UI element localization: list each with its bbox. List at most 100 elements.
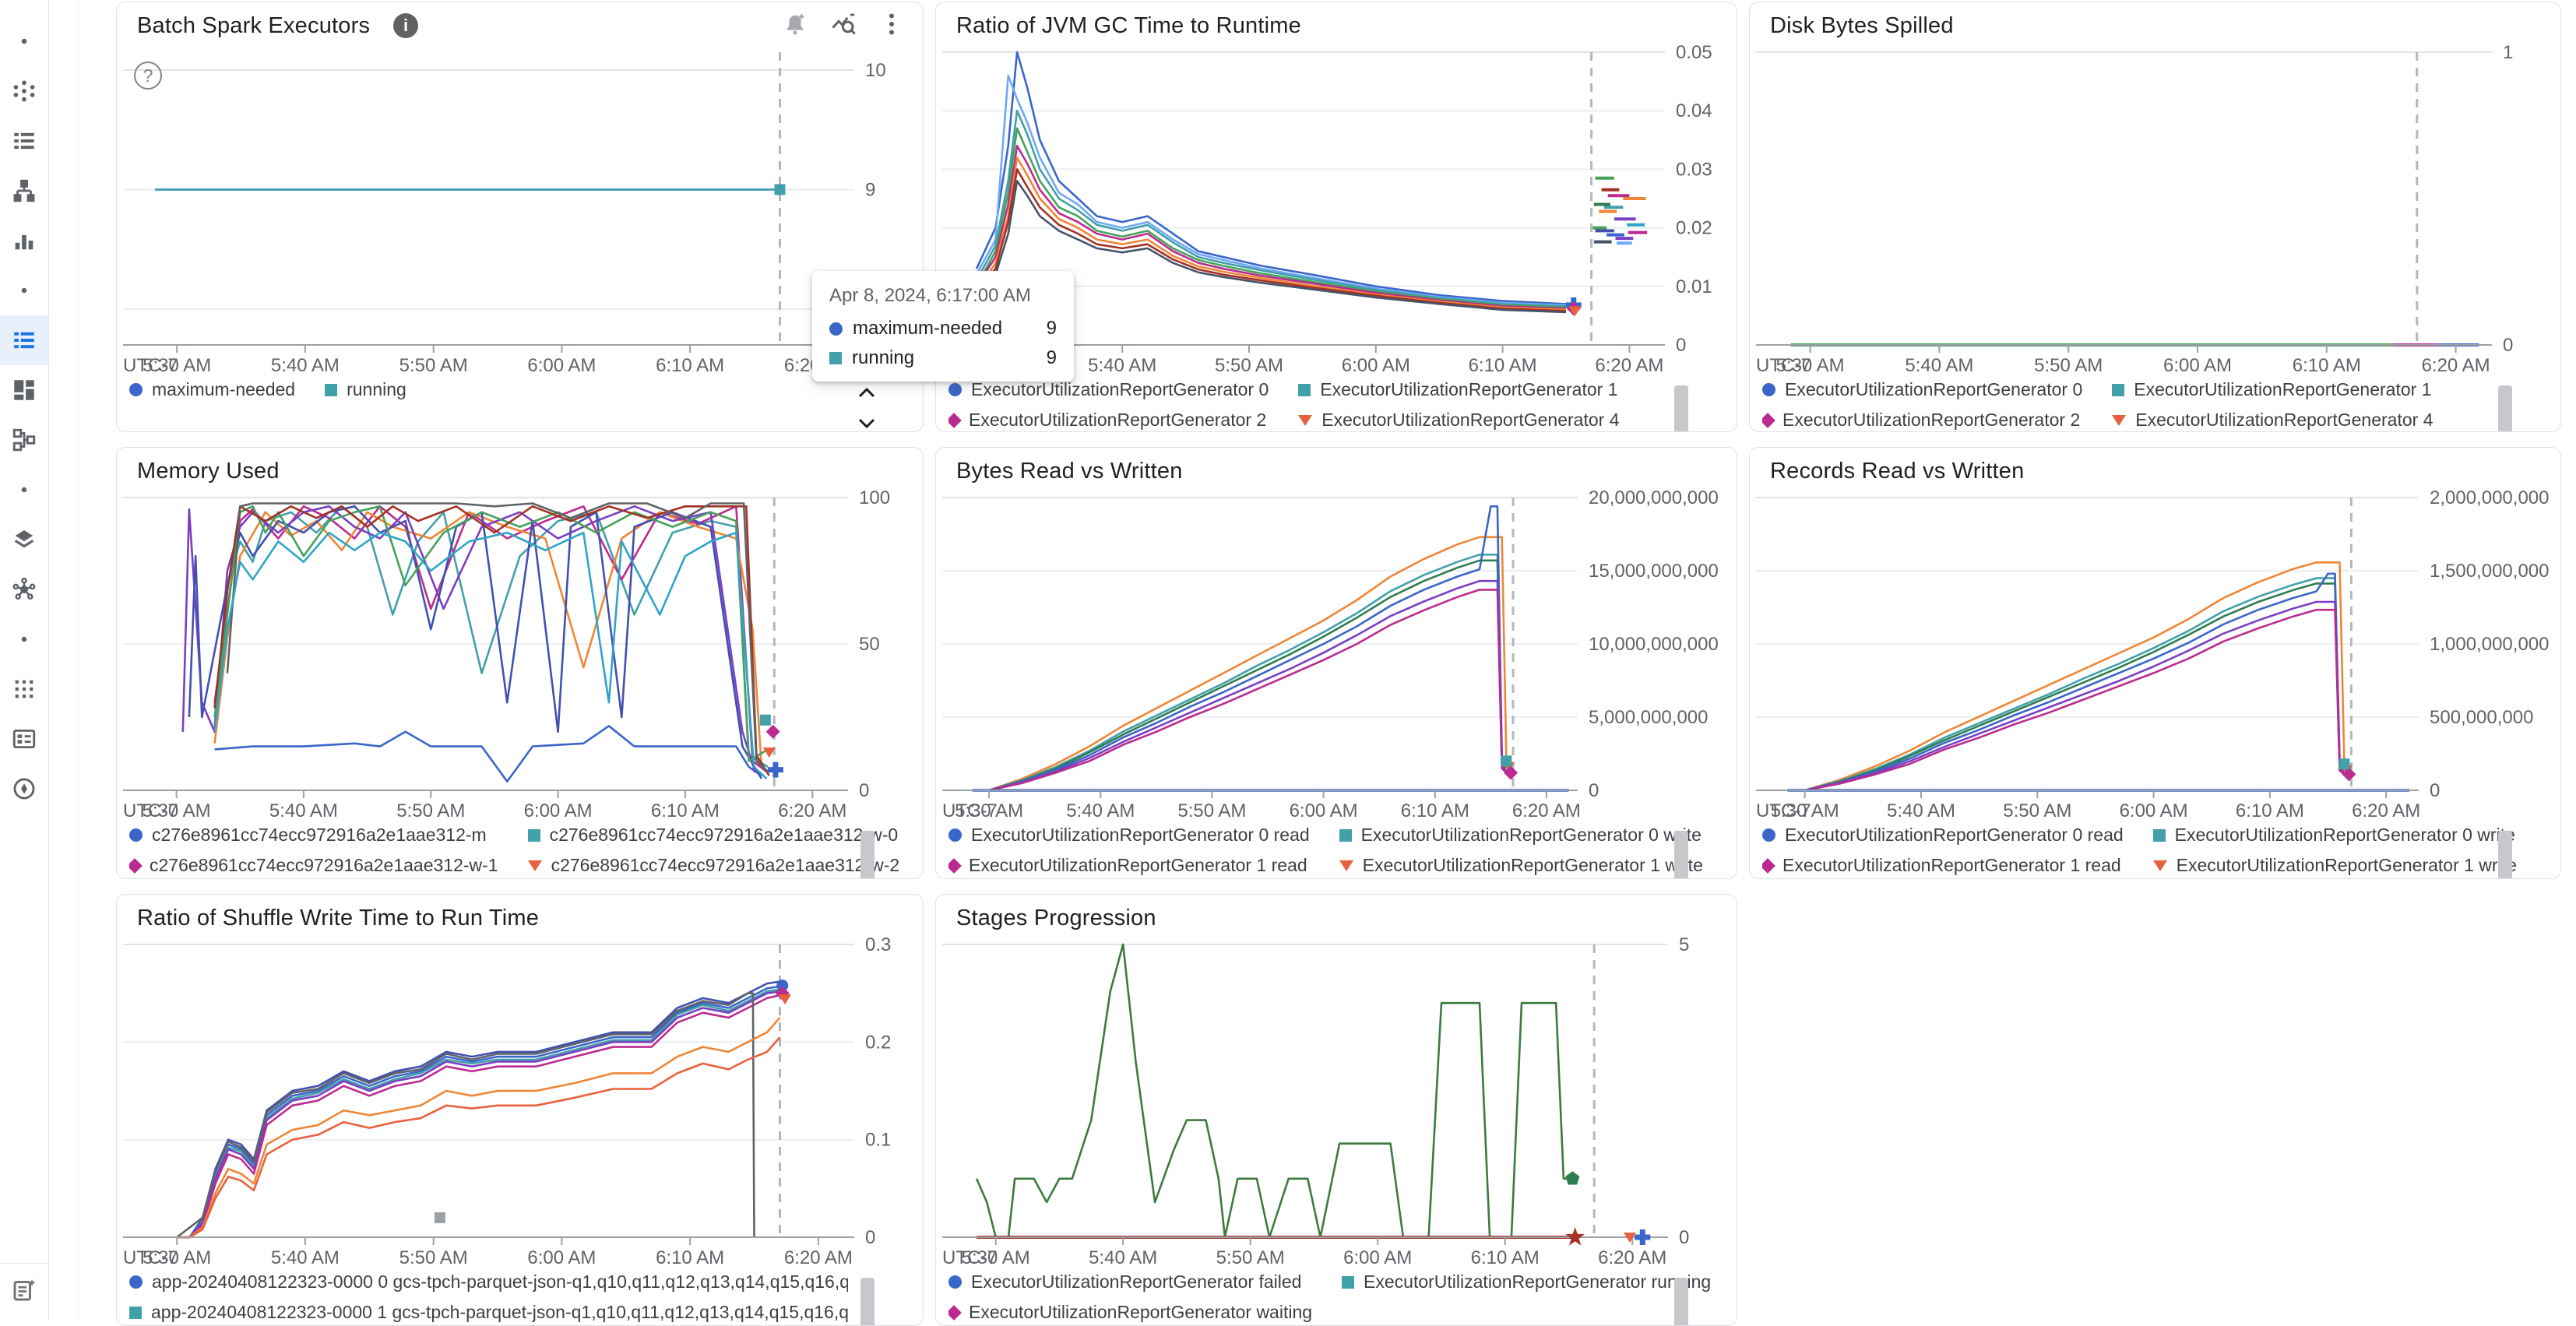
legend-item[interactable]: app-20240408122323-0000 1 gcs-tpch-parqu… — [129, 1302, 848, 1323]
info-icon[interactable]: i — [393, 13, 418, 38]
cluster-icon — [13, 80, 35, 102]
svg-text:6:10 AM: 6:10 AM — [1401, 800, 1469, 820]
sidebar-item-nav-dot-1[interactable] — [0, 16, 48, 66]
legend-item[interactable]: ExecutorUtilizationReportGenerator 0 wri… — [2152, 825, 2517, 846]
chart-canvas-shuffle-write-ratio[interactable]: 0.3 0.2 0.1 0 UTC-75:30 AM 5:40 AM 5:50 AM 6:00… — [117, 895, 923, 1267]
legend-item[interactable]: ExecutorUtilizationReportGenerator 2 — [1762, 410, 2082, 431]
chevron-down-icon — [858, 418, 875, 429]
svg-text:5:30 AM: 5:30 AM — [143, 355, 211, 375]
legend-item[interactable]: ExecutorUtilizationReportGenerator 2 — [948, 410, 1269, 431]
sidebar-item-nav-list-1[interactable] — [0, 116, 48, 166]
sidebar-item-nav-explore[interactable] — [0, 764, 48, 814]
sidebar-item-nav-dot-4[interactable] — [0, 614, 48, 664]
svg-text:5:40 AM: 5:40 AM — [1089, 1247, 1157, 1267]
legend-item[interactable]: ExecutorUtilizationReportGenerator 1 rea… — [1762, 855, 2124, 876]
svg-text:6:00 AM: 6:00 AM — [2163, 355, 2232, 375]
chart-canvas-batch-spark-executors[interactable]: 1098UTC-75:30 AM5:40 AM5:50 AM6:00 AM6:1… — [117, 2, 923, 375]
legend-item[interactable]: ExecutorUtilizationReportGenerator runni… — [1342, 1271, 1711, 1293]
legend-item[interactable]: c276e8961cc74ecc972916a2e1aae312-w-1 — [129, 855, 498, 876]
legend-item[interactable]: ExecutorUtilizationReportGenerator 0 wri… — [1339, 825, 1703, 846]
legend-item[interactable]: ExecutorUtilizationReportGenerator 0 — [948, 379, 1269, 400]
legend-marker-triangle — [527, 860, 542, 871]
card-shuffle-write-ratio: Ratio of Shuffle Write Time to Run Time … — [116, 894, 924, 1326]
hub-icon — [12, 577, 36, 600]
svg-text:UTC-7: UTC-7 — [942, 1247, 998, 1267]
sidebar-item-nav-dot-2[interactable] — [0, 266, 48, 315]
sidebar-item-nav-dashboards-selected[interactable] — [0, 315, 48, 365]
svg-text:5:30 AM: 5:30 AM — [962, 1247, 1030, 1267]
legend-label: ExecutorUtilizationReportGenerator 1 wri… — [1362, 855, 1703, 875]
sidebar-item-nav-grid[interactable] — [0, 664, 48, 714]
legend-item[interactable]: ExecutorUtilizationReportGenerator waiti… — [948, 1302, 1312, 1323]
add-alert-icon[interactable] — [781, 10, 809, 38]
legend-scrollbar[interactable] — [860, 1278, 875, 1325]
legend-scrollbar[interactable] — [1674, 831, 1688, 878]
legend-shuffle-write-ratio: app-20240408122323-0000 0 gcs-tpch-parqu… — [129, 1271, 848, 1323]
legend-item[interactable]: maximum-needed — [129, 379, 295, 400]
legend-item[interactable]: ExecutorUtilizationReportGenerator 0 — [1762, 379, 2082, 400]
sidebar-item-nav-dot-3[interactable] — [0, 465, 48, 515]
legend-item[interactable]: ExecutorUtilizationReportGenerator 0 rea… — [948, 825, 1310, 846]
chart-canvas-stages-progression[interactable]: 5 0 UTC-75:30 AM 5:40 AM 5:50 AM 6:00 AM 6:10 … — [936, 895, 1737, 1267]
legend-item[interactable]: ExecutorUtilizationReportGenerator 1 rea… — [948, 855, 1310, 876]
svg-text:5:30 AM: 5:30 AM — [143, 800, 211, 820]
sidebar-item-nav-cluster[interactable] — [0, 66, 48, 116]
svg-text:UTC-7: UTC-7 — [123, 800, 178, 820]
svg-text:UTC-7: UTC-7 — [942, 800, 998, 820]
legend-memory-used: c276e8961cc74ecc972916a2e1aae312-m c276e8… — [129, 825, 899, 876]
sidebar-item-nav-layers[interactable] — [0, 515, 48, 565]
svg-text:10,000,000,000: 10,000,000,000 — [1589, 634, 1719, 655]
dot-icon — [21, 636, 27, 642]
legend-item[interactable]: c276e8961cc74ecc972916a2e1aae312-w-2 — [527, 855, 899, 876]
legend-item[interactable]: ExecutorUtilizationReportGenerator 0 rea… — [1762, 825, 2124, 846]
legend-item[interactable]: ExecutorUtilizationReportGenerator 1 — [2112, 379, 2433, 400]
svg-text:0.3: 0.3 — [865, 934, 891, 955]
legend-scrollbar[interactable] — [2498, 385, 2512, 431]
sidebar-item-nav-flowchart[interactable] — [0, 415, 48, 465]
legend-scrollbar[interactable] — [1674, 385, 1688, 431]
help-icon[interactable]: ? — [134, 62, 162, 90]
chart-title: Records Read vs Written — [1770, 459, 2025, 484]
legend-marker-square — [1342, 1275, 1355, 1289]
svg-text:0: 0 — [1589, 780, 1599, 801]
legend-item[interactable]: c276e8961cc74ecc972916a2e1aae312-w-0 — [527, 825, 900, 846]
sidebar-item-nav-blocks[interactable] — [0, 365, 48, 415]
legend-marker-circle — [129, 383, 143, 396]
legend-item[interactable]: ExecutorUtilizationReportGenerator 4 — [1298, 410, 1620, 431]
svg-text:0.2: 0.2 — [865, 1032, 891, 1053]
legend-label: ExecutorUtilizationReportGenerator waiti… — [969, 1302, 1313, 1322]
legend-scrollbar[interactable] — [1674, 1278, 1688, 1325]
legend-item[interactable]: c276e8961cc74ecc972916a2e1aae312-m — [129, 825, 498, 846]
sidebar-item-nav-card-list[interactable] — [0, 714, 48, 764]
chart-canvas-jvm-gc-ratio[interactable]: 0.050.040.030.020.010UTC-75:30 AM5:40 AM… — [936, 2, 1737, 375]
sidebar-item-nav-tree[interactable] — [0, 166, 48, 216]
chart-canvas-records-read-vs-written[interactable]: 2,000,000,000 1,500,000,000 1,000,000,000 5… — [1750, 448, 2560, 820]
legend-scrollbar[interactable] — [860, 831, 875, 878]
legend-item[interactable]: ExecutorUtilizationReportGenerator 1 — [1298, 379, 1619, 400]
legend-expand-collapse-control[interactable] — [851, 385, 882, 431]
legend-item[interactable]: running — [325, 379, 406, 400]
legend-marker-diamond — [129, 857, 143, 874]
sidebar-item-nav-hub[interactable] — [0, 565, 48, 614]
sidebar-item-nav-bar-chart[interactable] — [0, 216, 48, 266]
svg-text:0.04: 0.04 — [1676, 100, 1712, 121]
doc-sparkle-icon[interactable] — [10, 1276, 38, 1308]
chart-canvas-disk-bytes-spilled[interactable]: 1 0 UTC-75:30 AM 5:40 AM 5:50 AM 6:00 AM 6:10 … — [1750, 2, 2560, 375]
legend-item[interactable]: ExecutorUtilizationReportGenerator 1 wri… — [2152, 855, 2517, 876]
legend-item[interactable]: app-20240408122323-0000 0 gcs-tpch-parqu… — [129, 1271, 848, 1293]
legend-scrollbar[interactable] — [2498, 831, 2512, 878]
view-in-metrics-explorer-icon[interactable] — [829, 10, 857, 38]
svg-text:500,000,000: 500,000,000 — [2430, 707, 2533, 728]
legend-item[interactable]: ExecutorUtilizationReportGenerator 4 — [2112, 410, 2433, 431]
svg-text:6:00 AM: 6:00 AM — [2120, 800, 2188, 820]
legend-item[interactable]: ExecutorUtilizationReportGenerator faile… — [948, 1271, 1312, 1293]
legend-marker-diamond — [1762, 857, 1775, 874]
chart-canvas-memory-used[interactable]: 100 50 0 UTC-75:30 AM 5:40 AM 5:50 AM 6:00 AM 6… — [117, 448, 923, 820]
svg-text:50: 50 — [859, 634, 880, 655]
legend-stages-progression: ExecutorUtilizationReportGenerator faile… — [948, 1271, 1711, 1323]
legend-label: app-20240408122323-0000 0 gcs-tpch-parqu… — [152, 1271, 848, 1292]
more-options-icon[interactable] — [878, 10, 906, 38]
chart-canvas-bytes-read-vs-written[interactable]: 20,000,000,000 15,000,000,000 10,000,000,0… — [936, 448, 1737, 820]
legend-item[interactable]: ExecutorUtilizationReportGenerator 1 wri… — [1339, 855, 1703, 876]
svg-text:UTC-7: UTC-7 — [123, 1247, 178, 1267]
